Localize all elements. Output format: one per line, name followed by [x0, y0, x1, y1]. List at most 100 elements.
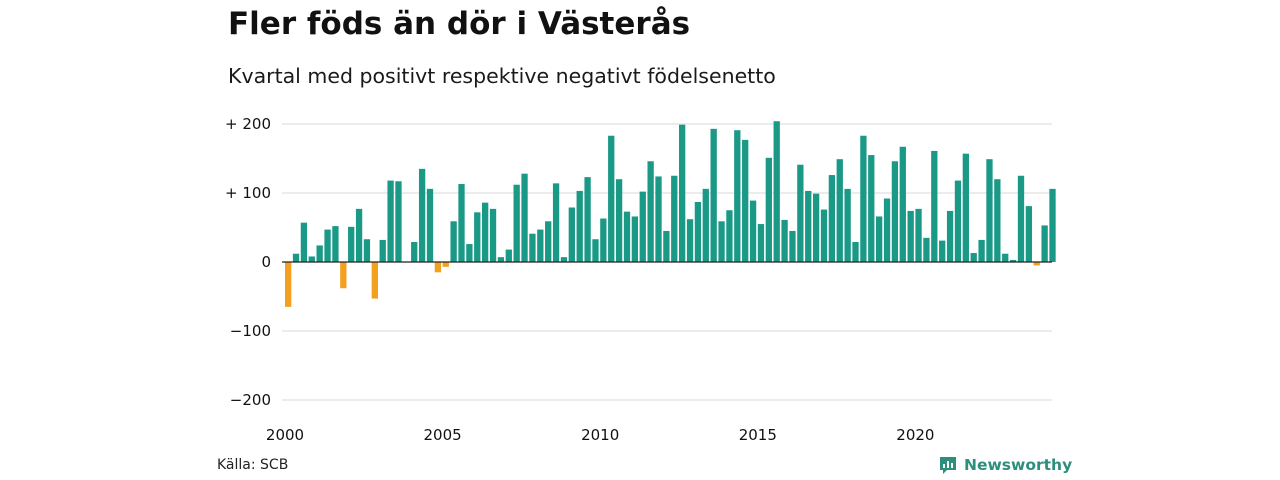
bar — [348, 226, 355, 262]
bar — [426, 188, 434, 262]
bar — [702, 188, 709, 262]
bar — [1009, 259, 1017, 262]
bar — [505, 249, 512, 262]
x-tick-label: 2010 — [581, 426, 619, 444]
y-tick-label: 0 — [261, 253, 271, 271]
bar — [300, 222, 308, 262]
bar — [994, 179, 1001, 262]
bar — [1041, 225, 1048, 262]
bar — [939, 240, 946, 262]
bar — [718, 221, 725, 262]
bar — [379, 239, 386, 262]
bar — [1049, 188, 1056, 262]
y-tick-label: + 100 — [225, 184, 271, 202]
bar — [371, 262, 378, 299]
chart-bubble-icon — [940, 457, 956, 474]
bar — [781, 219, 788, 262]
bar — [411, 241, 418, 262]
bar — [482, 202, 489, 262]
bar — [568, 207, 575, 262]
bar — [734, 130, 741, 262]
bar — [513, 184, 520, 262]
bar — [560, 257, 568, 262]
bar — [631, 216, 639, 262]
bar — [679, 124, 686, 262]
bar — [340, 262, 347, 289]
bar — [773, 121, 780, 263]
chart-title: Fler föds än dör i Västerås — [228, 6, 691, 42]
bar — [521, 173, 528, 262]
bar — [876, 216, 883, 262]
bar — [308, 256, 315, 262]
chart-subtitle: Kvartal med positivt respektive negativt… — [228, 64, 776, 88]
bar — [552, 183, 560, 262]
bar — [1017, 175, 1025, 262]
bar — [844, 188, 851, 262]
bar — [537, 229, 544, 262]
bar — [694, 201, 702, 262]
bar — [466, 244, 473, 262]
bar — [292, 253, 300, 262]
bar — [600, 218, 607, 262]
bar — [954, 180, 962, 262]
bar — [576, 190, 583, 262]
bar — [608, 135, 615, 262]
brand-logo: Newsworthy — [938, 455, 1072, 475]
bar — [868, 155, 875, 262]
bar — [742, 139, 749, 262]
bar — [812, 193, 820, 262]
bar — [497, 257, 505, 262]
bar — [489, 208, 497, 262]
bar — [757, 224, 765, 262]
bar — [820, 209, 828, 262]
bar — [828, 175, 836, 262]
bar — [1033, 262, 1040, 266]
bar — [387, 180, 394, 262]
bar — [726, 210, 733, 262]
bar — [1025, 206, 1033, 262]
bar — [797, 164, 804, 262]
bar — [836, 159, 843, 262]
bar — [883, 198, 891, 262]
bar — [529, 233, 536, 262]
bar — [899, 146, 906, 262]
bar — [891, 161, 899, 262]
bar — [332, 226, 339, 262]
bar — [615, 179, 623, 262]
bar — [458, 184, 465, 262]
brand-name: Newsworthy — [964, 456, 1073, 474]
bar — [655, 176, 662, 262]
bar — [663, 230, 670, 262]
bar — [946, 210, 954, 262]
bar — [671, 175, 678, 262]
bar — [907, 210, 914, 262]
y-tick-label: −200 — [230, 391, 271, 409]
bar — [986, 159, 993, 262]
x-tick-label: 2015 — [739, 426, 777, 444]
bar — [592, 239, 599, 262]
y-tick-label: −100 — [230, 322, 271, 340]
bar — [442, 262, 449, 267]
bar — [324, 229, 331, 262]
bar — [285, 262, 292, 307]
bar — [450, 221, 457, 262]
x-tick-label: 2000 — [266, 426, 304, 444]
bar — [710, 128, 717, 262]
bar — [363, 239, 371, 262]
bar — [418, 168, 426, 262]
bar — [915, 208, 922, 262]
bar — [686, 219, 694, 262]
bar — [545, 221, 552, 262]
bar — [355, 208, 363, 262]
bar — [749, 200, 757, 262]
x-tick-label: 2005 — [424, 426, 462, 444]
bar — [789, 230, 796, 262]
x-tick-label: 2020 — [896, 426, 934, 444]
bar — [434, 262, 442, 273]
bar — [923, 237, 930, 262]
bar — [805, 190, 812, 262]
source-label: Källa: SCB — [217, 457, 289, 473]
bar — [765, 157, 772, 262]
bar — [584, 177, 591, 262]
